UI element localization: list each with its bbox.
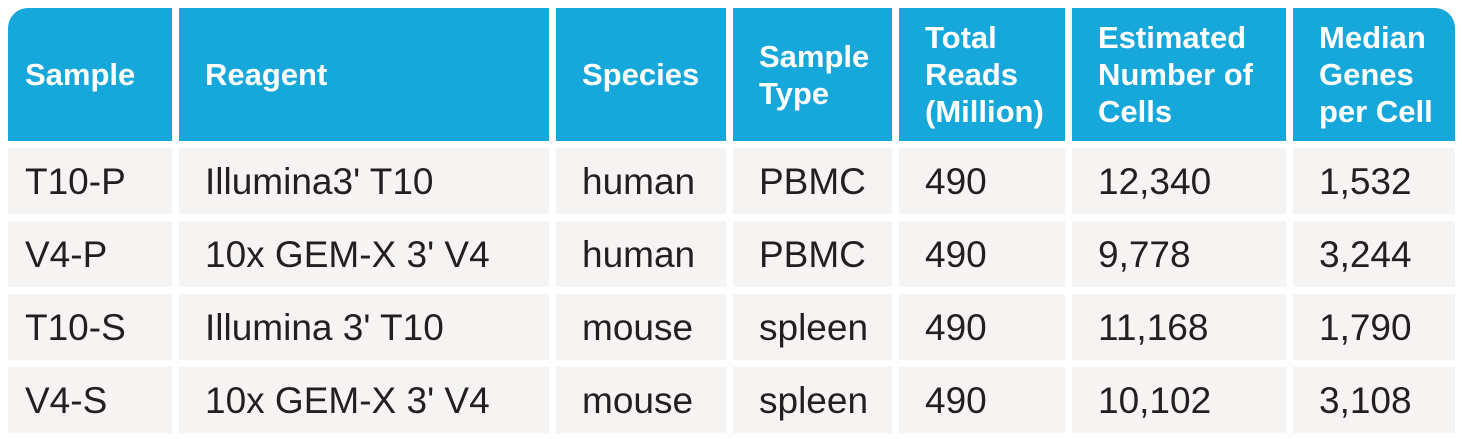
column-header-species: Species xyxy=(556,8,726,141)
cell-species: mouse xyxy=(556,294,726,360)
cell-estimated-cells: 12,340 xyxy=(1072,148,1286,214)
column-header-reagent: Reagent xyxy=(179,8,549,141)
cell-species: mouse xyxy=(556,367,726,433)
column-header-total-reads: Total Reads (Million) xyxy=(899,8,1065,141)
cell-estimated-cells: 10,102 xyxy=(1072,367,1286,433)
cell-total-reads: 490 xyxy=(899,294,1065,360)
cell-median-genes: 1,532 xyxy=(1293,148,1455,214)
cell-sample: T10-P xyxy=(8,148,172,214)
cell-sample: V4-S xyxy=(8,367,172,433)
column-header-sample: Sample xyxy=(8,8,172,141)
cell-sample-type: spleen xyxy=(733,367,892,433)
cell-sample: T10-S xyxy=(8,294,172,360)
sequencing-metrics-table: Sample Reagent Species Sample Type Total… xyxy=(8,8,1455,433)
cell-median-genes: 3,108 xyxy=(1293,367,1455,433)
cell-sample: V4-P xyxy=(8,221,172,287)
cell-species: human xyxy=(556,148,726,214)
cell-sample-type: PBMC xyxy=(733,148,892,214)
cell-estimated-cells: 9,778 xyxy=(1072,221,1286,287)
cell-estimated-cells: 11,168 xyxy=(1072,294,1286,360)
cell-median-genes: 1,790 xyxy=(1293,294,1455,360)
cell-reagent: 10x GEM-X 3' V4 xyxy=(179,367,549,433)
column-header-estimated-cells: Estimated Number of Cells xyxy=(1072,8,1286,141)
cell-total-reads: 490 xyxy=(899,367,1065,433)
cell-sample-type: spleen xyxy=(733,294,892,360)
cell-total-reads: 490 xyxy=(899,148,1065,214)
column-header-sample-type: Sample Type xyxy=(733,8,892,141)
cell-total-reads: 490 xyxy=(899,221,1065,287)
cell-sample-type: PBMC xyxy=(733,221,892,287)
cell-reagent: 10x GEM-X 3' V4 xyxy=(179,221,549,287)
cell-reagent: Illumina3' T10 xyxy=(179,148,549,214)
cell-reagent: Illumina 3' T10 xyxy=(179,294,549,360)
column-header-median-genes: Median Genes per Cell xyxy=(1293,8,1455,141)
cell-species: human xyxy=(556,221,726,287)
cell-median-genes: 3,244 xyxy=(1293,221,1455,287)
